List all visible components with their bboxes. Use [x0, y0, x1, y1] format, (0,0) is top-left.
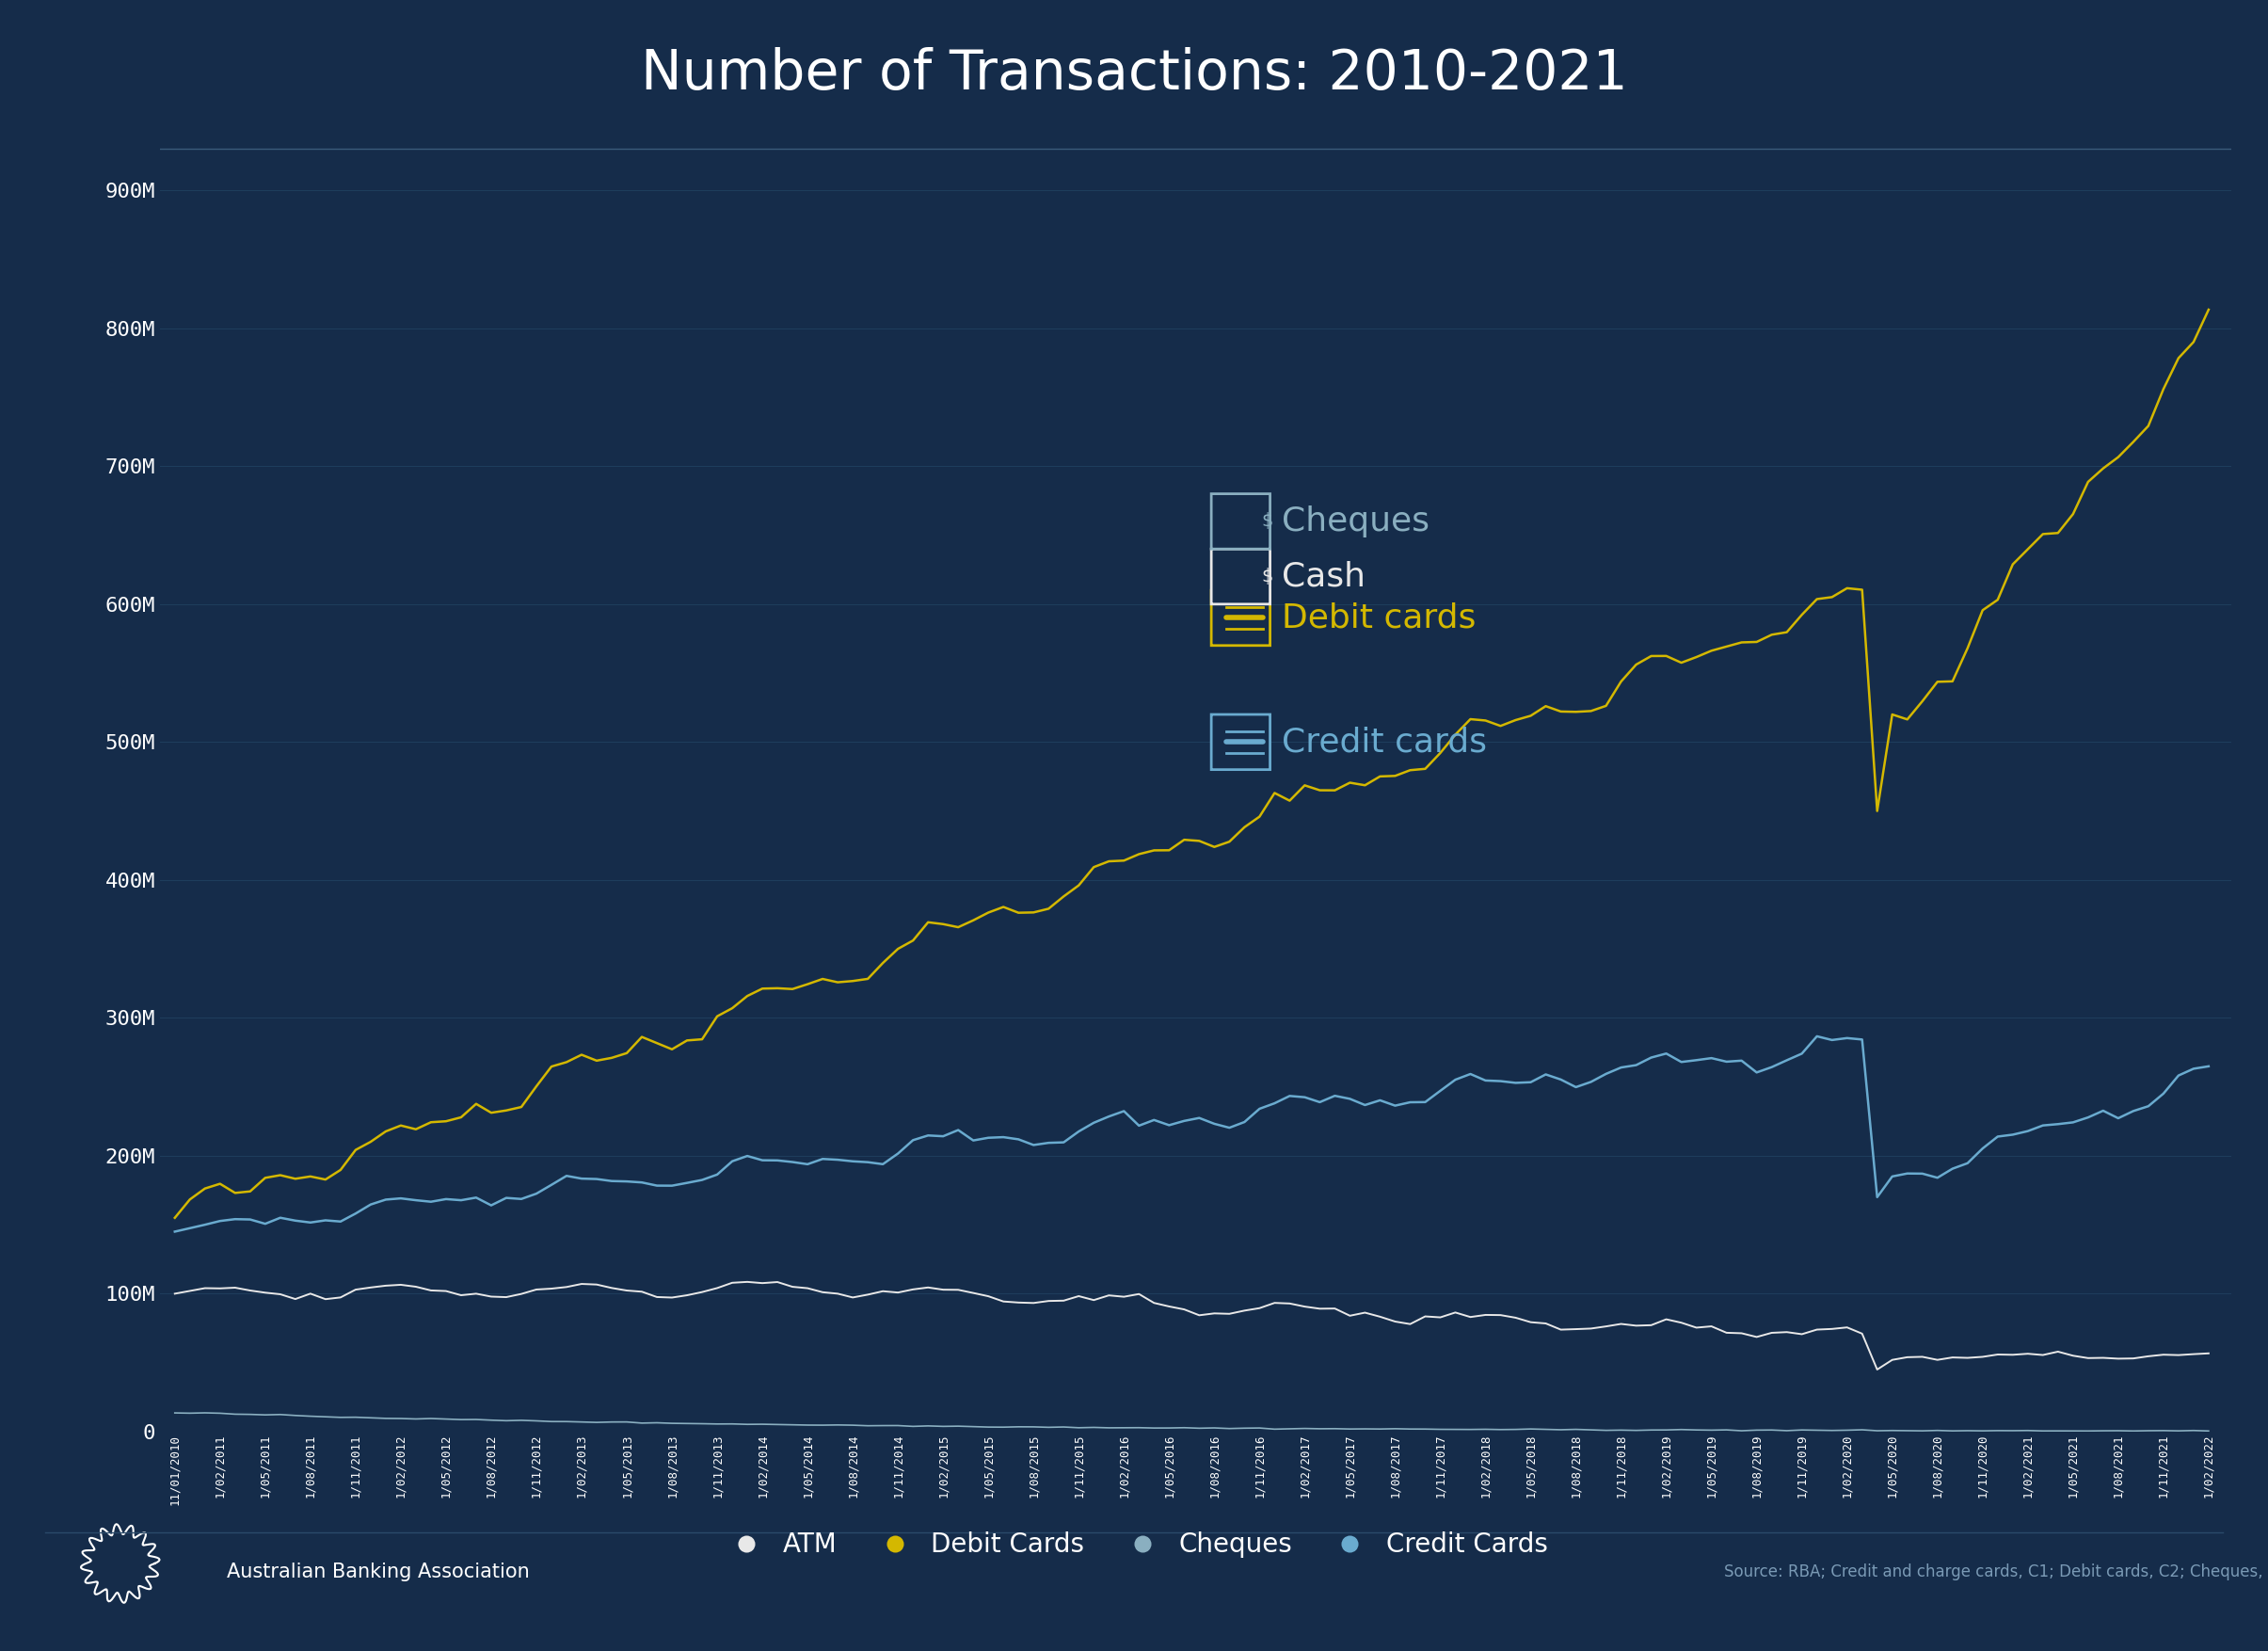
Text: Cheques: Cheques [1281, 505, 1429, 537]
Text: Number of Transactions: 2010-2021: Number of Transactions: 2010-2021 [640, 48, 1628, 101]
Text: Debit cards: Debit cards [1281, 603, 1476, 634]
Text: Source: RBA; Credit and charge cards, C1; Debit cards, C2; Cheques, C5; ABA: Source: RBA; Credit and charge cards, C1… [1724, 1563, 2268, 1580]
Text: $: $ [1261, 568, 1272, 586]
Text: $: $ [1261, 512, 1272, 530]
Text: Credit cards: Credit cards [1281, 726, 1488, 758]
Text: Cash: Cash [1281, 561, 1365, 593]
Legend: ATM, Debit Cards, Cheques, Credit Cards: ATM, Debit Cards, Cheques, Credit Cards [710, 1521, 1558, 1568]
FancyBboxPatch shape [1211, 550, 1270, 604]
FancyBboxPatch shape [1211, 591, 1270, 646]
Text: Australian Banking Association: Australian Banking Association [227, 1562, 531, 1582]
FancyBboxPatch shape [1211, 715, 1270, 769]
FancyBboxPatch shape [1211, 494, 1270, 550]
